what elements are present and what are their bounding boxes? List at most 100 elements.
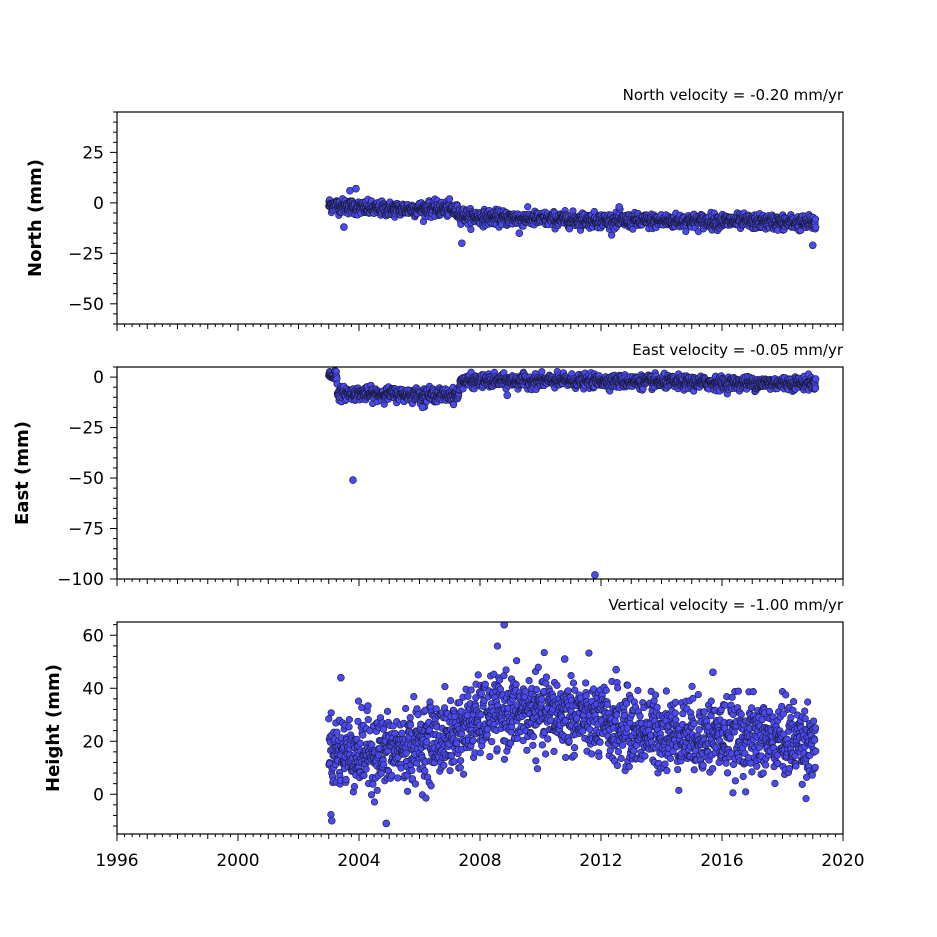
data-point [570, 751, 578, 759]
data-point [502, 666, 510, 674]
data-point [561, 717, 569, 725]
data-point [388, 771, 396, 780]
scatter-series [325, 184, 820, 250]
data-point [345, 723, 353, 731]
data-point [595, 752, 603, 761]
y-tick-label: 0 [93, 368, 104, 388]
data-point [425, 726, 434, 734]
panel-3: 1996 2000 2004 2008 2012 2016 20206040200Heigh… [43, 596, 865, 871]
data-point [464, 692, 472, 700]
data-point [812, 375, 820, 383]
data-point [519, 737, 527, 745]
data-point [495, 676, 504, 684]
data-point [469, 736, 477, 745]
data-point [446, 767, 454, 775]
outlier-point [340, 223, 348, 231]
data-point [476, 749, 484, 757]
data-point [542, 673, 551, 681]
data-point [507, 739, 515, 747]
outlier-point [591, 571, 599, 579]
data-point [421, 767, 429, 775]
data-point [588, 750, 596, 758]
data-point [367, 791, 376, 799]
velocity-title: East velocity = -0.05 mm/yr [632, 341, 844, 359]
data-point [567, 671, 575, 680]
data-point [571, 686, 579, 694]
data-point [327, 810, 335, 819]
data-point [614, 684, 622, 692]
data-point [513, 657, 521, 665]
y-tick-label: −25 [68, 419, 104, 439]
data-point [477, 711, 485, 719]
y-tick-label: −100 [57, 570, 104, 590]
outlier-point [615, 203, 623, 211]
data-point [523, 746, 531, 754]
data-point [441, 683, 449, 691]
data-point [477, 689, 486, 698]
data-point [500, 755, 509, 763]
data-point [529, 732, 538, 741]
data-point [370, 798, 379, 806]
data-point [422, 794, 430, 802]
outlier-point [503, 391, 512, 400]
data-point [493, 745, 501, 753]
data-point [450, 758, 458, 766]
data-point [362, 765, 370, 773]
data-point [373, 786, 381, 794]
data-point [467, 686, 475, 694]
data-point [606, 746, 614, 754]
data-point [379, 725, 388, 733]
data-point [538, 695, 546, 703]
outlier-point [458, 239, 466, 248]
data-point [406, 721, 415, 729]
data-point [596, 738, 604, 746]
data-point [377, 769, 385, 777]
data-point [359, 731, 367, 739]
data-point [423, 738, 431, 746]
data-point [327, 709, 335, 717]
data-point [562, 753, 570, 762]
data-point [413, 705, 421, 713]
data-point [456, 764, 464, 772]
data-point [368, 741, 376, 749]
data-point [354, 717, 362, 726]
data-point [350, 782, 359, 791]
data-point [397, 764, 405, 772]
data-point [360, 771, 368, 780]
outlier-point [352, 184, 360, 193]
data-point [521, 687, 529, 695]
data-point [408, 766, 416, 775]
y-tick-label: −50 [68, 295, 104, 315]
data-point [493, 642, 502, 650]
data-point [569, 679, 578, 687]
y-tick-label: −50 [68, 469, 104, 489]
data-point [512, 680, 520, 688]
data-point [538, 368, 546, 376]
data-point [380, 761, 388, 769]
data-point [364, 702, 372, 710]
data-point [812, 223, 820, 231]
y-tick-label: 0 [93, 194, 104, 214]
data-point [544, 735, 552, 743]
data-point [525, 676, 533, 685]
scatter-series [325, 622, 820, 828]
data-point [481, 680, 489, 688]
data-point [602, 686, 610, 694]
data-point [398, 729, 406, 737]
y-tick-label: −25 [68, 244, 104, 264]
data-point [614, 747, 623, 756]
data-point [457, 707, 465, 715]
data-point [540, 648, 548, 657]
data-point [613, 711, 621, 719]
data-point [579, 727, 587, 735]
data-point [613, 761, 621, 770]
scatter-series [325, 367, 820, 579]
y-axis-label: North (mm) [25, 159, 46, 277]
data-point [486, 752, 494, 761]
data-point [456, 757, 465, 765]
data-point [354, 697, 363, 705]
data-point [585, 649, 593, 657]
